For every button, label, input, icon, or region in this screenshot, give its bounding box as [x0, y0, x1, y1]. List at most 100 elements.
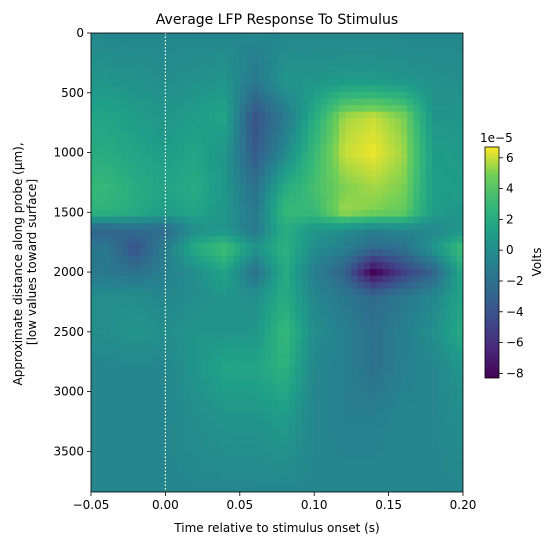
heatmap-cell: [401, 170, 408, 178]
heatmap-cell: [159, 255, 166, 264]
heatmap-cell: [301, 151, 309, 159]
heatmap-cell: [134, 144, 142, 152]
heatmap-cell: [419, 387, 427, 395]
heatmap-cell: [320, 282, 328, 290]
heatmap-cell: [184, 308, 191, 316]
heatmap-cell: [252, 39, 259, 47]
heatmap-cell: [208, 229, 216, 237]
heatmap-cell: [456, 387, 463, 395]
heatmap-cell: [221, 229, 228, 237]
heatmap-cell: [320, 190, 328, 198]
heatmap-cell: [208, 367, 216, 375]
heatmap-cell: [159, 308, 166, 316]
heatmap-cell: [295, 367, 303, 375]
heatmap-cell: [184, 314, 191, 323]
heatmap-cell: [308, 446, 315, 454]
heatmap-cell: [221, 282, 228, 290]
heatmap-cell: [97, 92, 104, 100]
heatmap-cell: [407, 393, 414, 401]
heatmap-cell: [401, 380, 408, 388]
heatmap-cell: [450, 33, 458, 41]
heatmap-cells: [91, 33, 463, 492]
heatmap-cell: [345, 432, 352, 441]
heatmap-cell: [221, 144, 228, 152]
heatmap-cell: [171, 223, 179, 231]
heatmap-cell: [320, 472, 328, 480]
heatmap-cell: [450, 52, 458, 60]
heatmap-cell: [456, 426, 463, 434]
heatmap-cell: [140, 295, 148, 303]
heatmap-cell: [394, 354, 402, 362]
heatmap-cell: [326, 275, 334, 283]
heatmap-cell: [376, 72, 383, 80]
heatmap-cell: [450, 439, 458, 447]
heatmap-cell: [159, 170, 166, 178]
heatmap-cell: [215, 118, 222, 126]
heatmap-cell: [115, 334, 123, 342]
heatmap-cell: [357, 170, 365, 178]
heatmap-cell: [456, 190, 463, 198]
heatmap-cell: [215, 183, 222, 191]
heatmap-cell: [345, 183, 352, 191]
heatmap-cell: [425, 183, 433, 191]
heatmap-cell: [159, 406, 166, 414]
heatmap-cell: [239, 144, 247, 152]
heatmap-cell: [332, 393, 340, 401]
heatmap-cell: [314, 144, 321, 152]
heatmap-cell: [444, 275, 452, 283]
heatmap-cell: [258, 177, 266, 185]
heatmap-cell: [314, 72, 321, 80]
heatmap-cell: [239, 164, 247, 172]
heatmap-cell: [239, 177, 247, 185]
heatmap-cell: [320, 485, 328, 492]
heatmap-cell: [363, 262, 371, 270]
heatmap-cell: [140, 282, 148, 290]
heatmap-cell: [140, 321, 148, 329]
heatmap-cell: [363, 459, 371, 467]
heatmap-cell: [382, 118, 390, 126]
heatmap-cell: [351, 328, 359, 336]
heatmap-cell: [208, 380, 216, 388]
heatmap-cell: [252, 144, 259, 152]
heatmap-cell: [289, 210, 297, 218]
heatmap-cell: [301, 52, 309, 60]
heatmap-cell: [115, 229, 123, 237]
heatmap-cell: [419, 164, 427, 172]
heatmap-cell: [370, 373, 377, 382]
heatmap-cell: [351, 288, 359, 296]
heatmap-cell: [103, 92, 111, 100]
heatmap-cell: [394, 157, 402, 165]
heatmap-cell: [159, 275, 166, 283]
heatmap-cell: [227, 426, 235, 434]
heatmap-cell: [153, 216, 160, 224]
heatmap-cell: [264, 236, 272, 244]
heatmap-cell: [208, 46, 216, 54]
heatmap-cell: [277, 347, 284, 355]
heatmap-cell: [295, 341, 303, 349]
heatmap-cell: [394, 459, 402, 467]
heatmap-cell: [394, 46, 402, 54]
heatmap-cell: [345, 308, 352, 316]
heatmap-cell: [171, 485, 179, 492]
heatmap-cell: [97, 459, 104, 467]
heatmap-cell: [190, 328, 197, 336]
heatmap-cell: [252, 478, 259, 487]
heatmap-cell: [122, 459, 129, 467]
heatmap-cell: [233, 229, 241, 237]
heatmap-cell: [301, 360, 309, 369]
heatmap-cell: [184, 380, 191, 388]
heatmap-cell: [289, 262, 297, 270]
heatmap-cell: [326, 360, 334, 369]
heatmap-cell: [432, 216, 439, 224]
heatmap-cell: [196, 308, 204, 316]
heatmap-cell: [140, 465, 148, 473]
heatmap-cell: [407, 46, 414, 54]
heatmap-cell: [165, 354, 173, 362]
heatmap-cell: [283, 223, 290, 231]
heatmap-cell: [215, 137, 222, 146]
heatmap-cell: [320, 249, 328, 257]
heatmap-cell: [277, 459, 284, 467]
heatmap-cell: [239, 78, 247, 87]
heatmap-cell: [425, 269, 433, 277]
heatmap-cell: [252, 328, 259, 336]
